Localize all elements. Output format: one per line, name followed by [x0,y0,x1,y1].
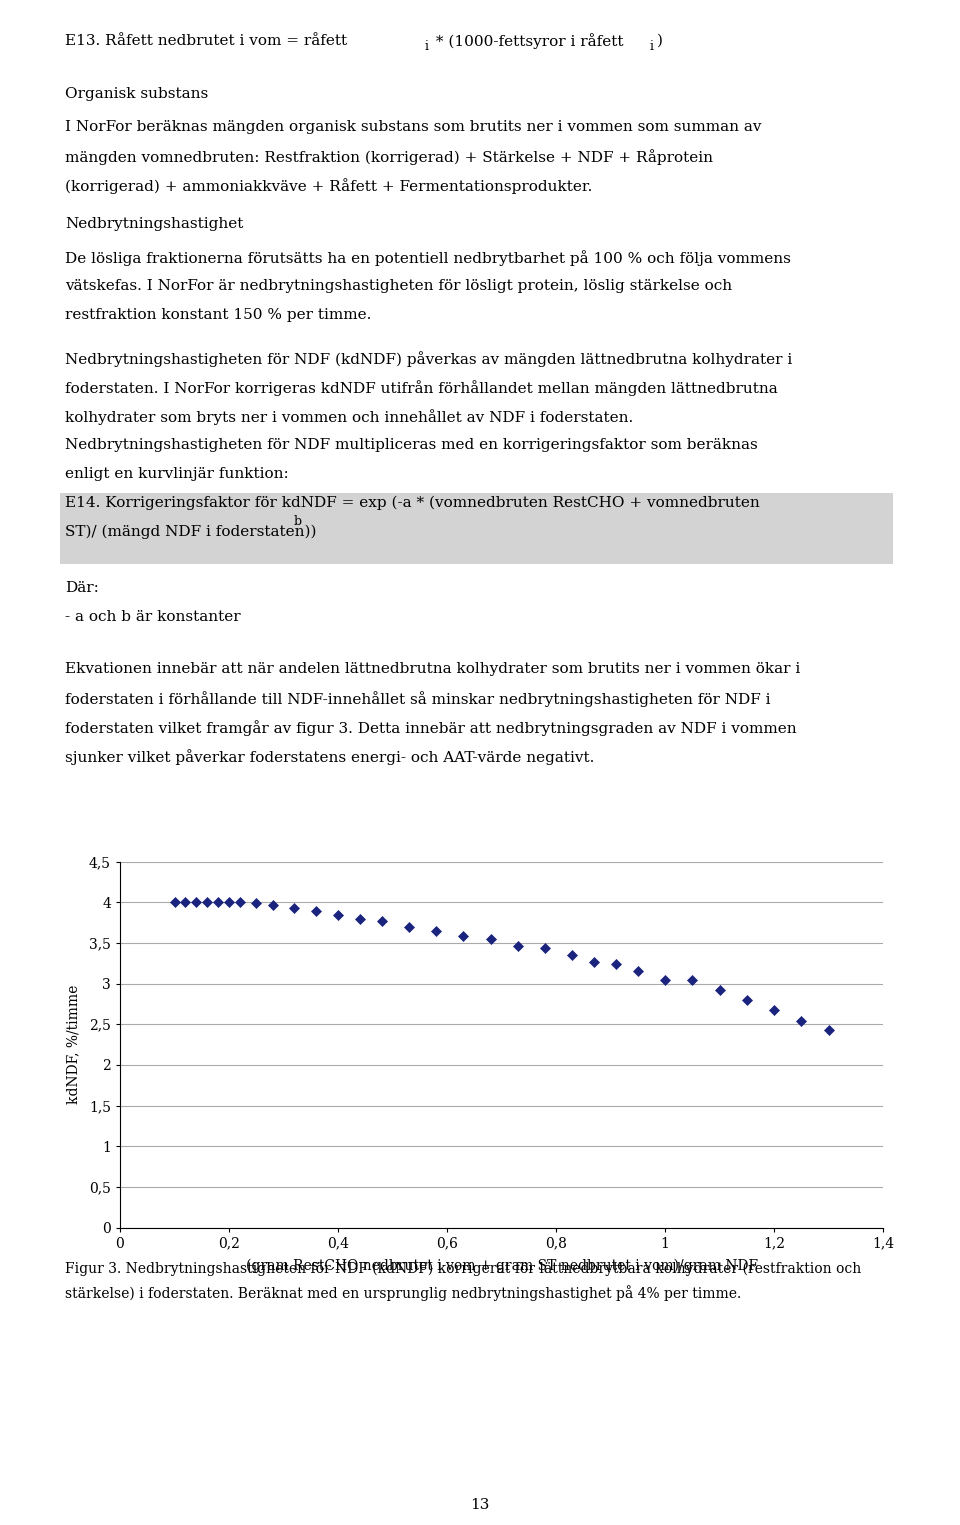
Text: ST)/ (mängd NDF i foderstaten)): ST)/ (mängd NDF i foderstaten)) [65,525,317,538]
Text: b: b [294,515,301,529]
Text: i: i [650,40,654,53]
Text: vätskefas. I NorFor är nedbrytningshastigheten för lösligt protein, löslig stärk: vätskefas. I NorFor är nedbrytningshasti… [65,279,732,293]
Text: E14. Korrigeringsfaktor för kdNDF = exp (-a * (vomnedbruten RestCHO + vomnedbrut: E14. Korrigeringsfaktor för kdNDF = exp … [65,496,760,509]
Text: Nedbrytningshastigheten för NDF (kdNDF) påverkas av mängden lättnedbrutna kolhyd: Nedbrytningshastigheten för NDF (kdNDF) … [65,351,793,366]
Text: restfraktion konstant 150 % per timme.: restfraktion konstant 150 % per timme. [65,308,372,322]
Text: E13. Råfett nedbrutet i vom = råfett: E13. Råfett nedbrutet i vom = råfett [65,34,348,47]
Text: enligt en kurvlinjär funktion:: enligt en kurvlinjär funktion: [65,467,289,480]
Text: (korrigerad) + ammoniakkväve + Råfett + Fermentationsprodukter.: (korrigerad) + ammoniakkväve + Råfett + … [65,178,592,194]
Text: stärkelse) i foderstaten. Beräknat med en ursprunglig nedbrytningshastighet på 4: stärkelse) i foderstaten. Beräknat med e… [65,1286,741,1301]
Y-axis label: kdNDF, %/timme: kdNDF, %/timme [66,985,81,1104]
Text: De lösliga fraktionerna förutsätts ha en potentiell nedbrytbarhet på 100 % och f: De lösliga fraktionerna förutsätts ha en… [65,250,791,265]
Text: 13: 13 [470,1498,490,1511]
Text: I NorFor beräknas mängden organisk substans som brutits ner i vommen som summan : I NorFor beräknas mängden organisk subst… [65,120,762,134]
Text: foderstaten vilket framgår av figur 3. Detta innebär att nedbrytningsgraden av N: foderstaten vilket framgår av figur 3. D… [65,720,797,735]
X-axis label: (gram RestCHO nedbrutet i vom + gram ST nedbrutet i vom)/gram NDF: (gram RestCHO nedbrutet i vom + gram ST … [246,1260,757,1273]
Text: - a och b är konstanter: - a och b är konstanter [65,610,241,624]
Text: sjunker vilket påverkar foderstatens energi- och AAT-värde negativt.: sjunker vilket påverkar foderstatens ene… [65,749,594,764]
Text: Organisk substans: Organisk substans [65,87,208,101]
Text: Nedbrytningshastighet: Nedbrytningshastighet [65,217,244,230]
Text: i: i [424,40,428,53]
Text: ): ) [657,34,662,47]
Text: Nedbrytningshastigheten för NDF multipliceras med en korrigeringsfaktor som berä: Nedbrytningshastigheten för NDF multipli… [65,438,758,451]
Text: mängden vomnedbruten: Restfraktion (korrigerad) + Stärkelse + NDF + Råprotein: mängden vomnedbruten: Restfraktion (korr… [65,149,713,165]
Text: Figur 3. Nedbrytningshastigheten för NDF (kdNDF) korrigerat för lättnedbrytbara : Figur 3. Nedbrytningshastigheten för NDF… [65,1261,861,1275]
Text: foderstaten. I NorFor korrigeras kdNDF utifrån förhållandet mellan mängden lättn: foderstaten. I NorFor korrigeras kdNDF u… [65,380,778,395]
Text: Där:: Där: [65,581,99,595]
Text: Ekvationen innebär att när andelen lättnedbrutna kolhydrater som brutits ner i v: Ekvationen innebär att när andelen lättn… [65,662,801,676]
Text: foderstaten i förhållande till NDF-innehållet så minskar nedbrytningshastigheten: foderstaten i förhållande till NDF-inneh… [65,691,771,706]
Text: * (1000-fettsyror i råfett: * (1000-fettsyror i råfett [431,34,624,49]
Text: kolhydrater som bryts ner i vommen och innehållet av NDF i foderstaten.: kolhydrater som bryts ner i vommen och i… [65,409,634,424]
